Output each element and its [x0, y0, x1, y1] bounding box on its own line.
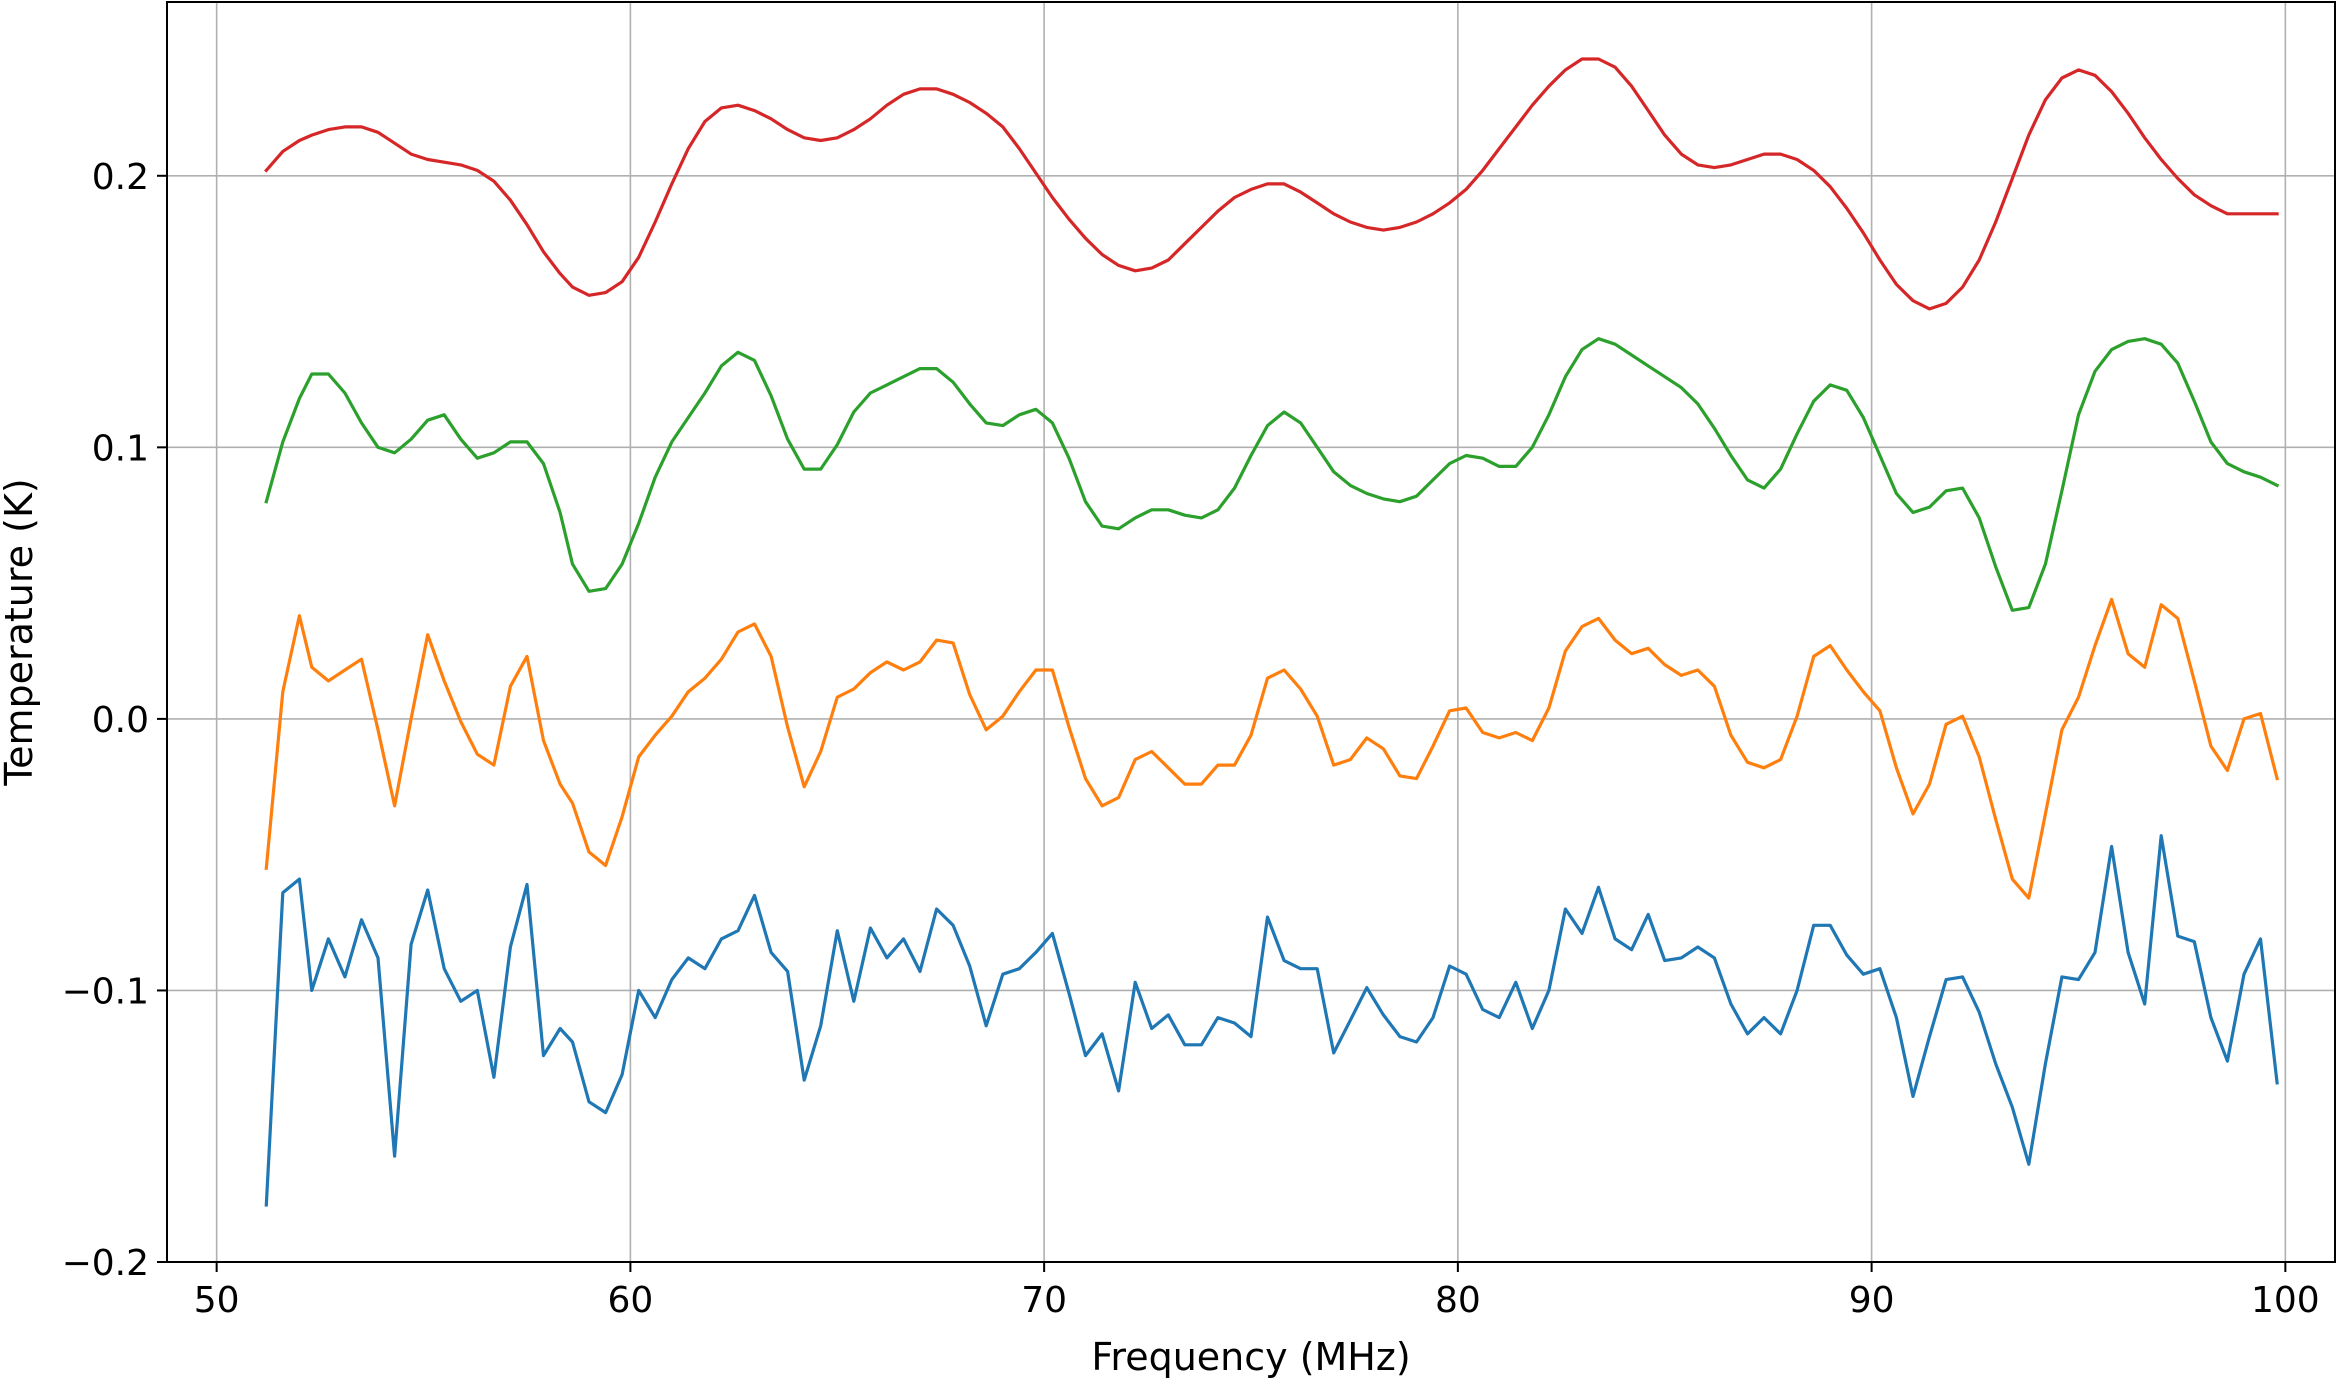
series-line-1 [264, 834, 2279, 1207]
series-line-4 [264, 57, 2279, 311]
series-line-2 [264, 597, 2280, 900]
x-tick-label: 60 [607, 1280, 653, 1321]
y-axis-label: Temperature (K) [0, 478, 41, 786]
x-tick-label: 50 [194, 1280, 240, 1321]
axis-ticks: 50 60 70 80 90 100 −0.2 −0.1 0.0 0.1 0.2 [62, 157, 2320, 1321]
series-group [264, 57, 2280, 1207]
y-tick-label: −0.1 [62, 971, 149, 1012]
x-tick-label: 90 [1849, 1280, 1895, 1321]
series-line-3 [264, 337, 2280, 612]
y-tick-label: 0.0 [92, 700, 149, 741]
x-tick-label: 70 [1021, 1280, 1067, 1321]
x-tick-label: 80 [1435, 1280, 1481, 1321]
y-tick-label: 0.1 [92, 428, 149, 469]
plot-frame [166, 1, 2336, 1263]
y-tick-label: −0.2 [62, 1243, 149, 1284]
y-tick-label: 0.2 [92, 157, 149, 198]
x-axis-label: Frequency (MHz) [1091, 1335, 1410, 1379]
x-tick-label: 100 [2251, 1280, 2320, 1321]
